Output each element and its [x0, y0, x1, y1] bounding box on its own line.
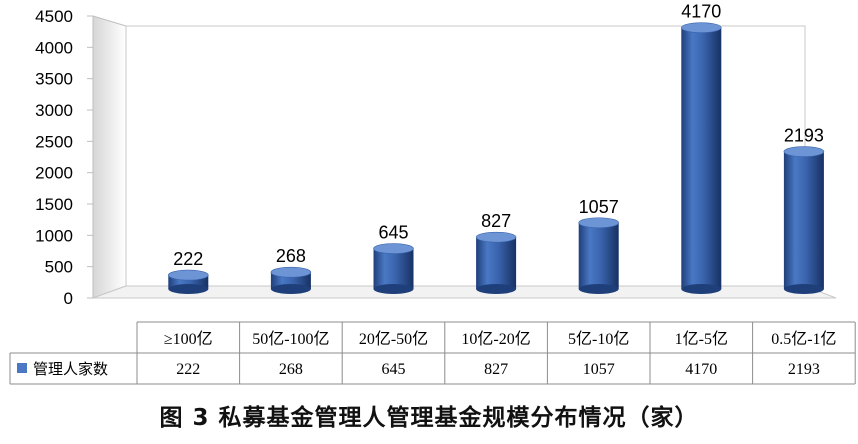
- bar-base: [373, 284, 414, 294]
- bar-chart: 0 500 1000 1500 2000 2500 3000 3500 4000 4500 222…: [9, 2, 856, 385]
- table-category-cell: 50亿-100亿: [252, 330, 329, 348]
- table-category-cell: 10亿-20亿: [461, 330, 530, 348]
- bar-base: [681, 284, 722, 294]
- data-label: 645: [378, 223, 408, 243]
- side-wall: [92, 15, 127, 299]
- table-category-cell: 5亿-10亿: [568, 330, 629, 348]
- bar: [475, 231, 517, 294]
- bar: [680, 22, 722, 294]
- y-tick-label: 0: [64, 289, 73, 308]
- table-category-cell: 20亿-50亿: [359, 330, 428, 348]
- bar: [168, 269, 209, 294]
- table-value-cell: 2193: [788, 361, 820, 378]
- bar-top: [783, 146, 825, 157]
- bar-top: [270, 266, 312, 278]
- table-grid: [9, 321, 856, 385]
- bar-series: [168, 22, 825, 294]
- table-value-cell: 645: [382, 361, 406, 378]
- bar-top: [578, 217, 620, 229]
- bar-body: [373, 248, 414, 289]
- table-value-cell: 827: [484, 361, 508, 378]
- table-value-cell: 268: [279, 361, 303, 378]
- data-labels: 222 268 645 827 1057 4170 2193: [173, 2, 824, 269]
- data-table: ≥100亿 50亿-100亿 20亿-50亿 10亿-20亿 5亿-10亿 1亿-5亿 0.…: [9, 321, 856, 385]
- bar: [270, 266, 312, 294]
- table-value-cell: 222: [176, 361, 200, 378]
- bar-body: [476, 237, 517, 289]
- bar-base: [783, 284, 824, 294]
- data-label: 222: [173, 249, 203, 269]
- bar-top: [373, 243, 414, 254]
- data-label: 827: [481, 211, 511, 231]
- bar-top: [475, 231, 517, 243]
- y-tick-label: 4500: [35, 7, 73, 26]
- table-category-cell: ≥100亿: [164, 330, 213, 348]
- table-value-row: 222 268 645 827 1057 4170 2193: [176, 361, 820, 378]
- bar: [373, 243, 414, 294]
- legend-swatch: [17, 363, 27, 373]
- bar-body: [681, 27, 722, 290]
- bar-body: [578, 222, 619, 289]
- table-category-cell: 0.5亿-1亿: [771, 330, 836, 348]
- y-tick-label: 3000: [35, 101, 73, 120]
- bar-base: [168, 284, 209, 294]
- bar-base: [270, 284, 311, 294]
- bar-body: [783, 151, 824, 289]
- y-tick-label: 2500: [35, 132, 73, 151]
- table-category-cell: 1亿-5亿: [675, 330, 728, 348]
- data-label: 1057: [579, 197, 619, 217]
- y-tick-label: 500: [45, 258, 73, 277]
- data-label: 268: [276, 246, 306, 266]
- y-axis-ticks: 0 500 1000 1500 2000 2500 3000 3500 4000 4500: [35, 7, 93, 308]
- y-tick-label: 1000: [35, 226, 73, 245]
- y-tick-label: 3500: [35, 70, 73, 89]
- series-name-label: 管理人家数: [33, 360, 108, 378]
- table-category-row: ≥100亿 50亿-100亿 20亿-50亿 10亿-20亿 5亿-10亿 1亿-5亿 0.…: [164, 330, 837, 348]
- table-value-cell: 1057: [583, 361, 615, 378]
- table-value-cell: 4170: [685, 361, 717, 378]
- y-tick-label: 2000: [35, 164, 73, 183]
- bar-top: [168, 269, 209, 281]
- figure-caption: 图 3 私募基金管理人管理基金规模分布情况（家）: [159, 405, 699, 431]
- data-label: 4170: [681, 2, 721, 22]
- bar-base: [476, 284, 517, 294]
- y-tick-label: 4000: [35, 38, 73, 57]
- bar-top: [680, 22, 722, 33]
- y-tick-label: 1500: [35, 195, 73, 214]
- data-label: 2193: [784, 126, 824, 146]
- bar: [783, 146, 825, 294]
- bar: [578, 217, 620, 294]
- bar-base: [578, 284, 619, 294]
